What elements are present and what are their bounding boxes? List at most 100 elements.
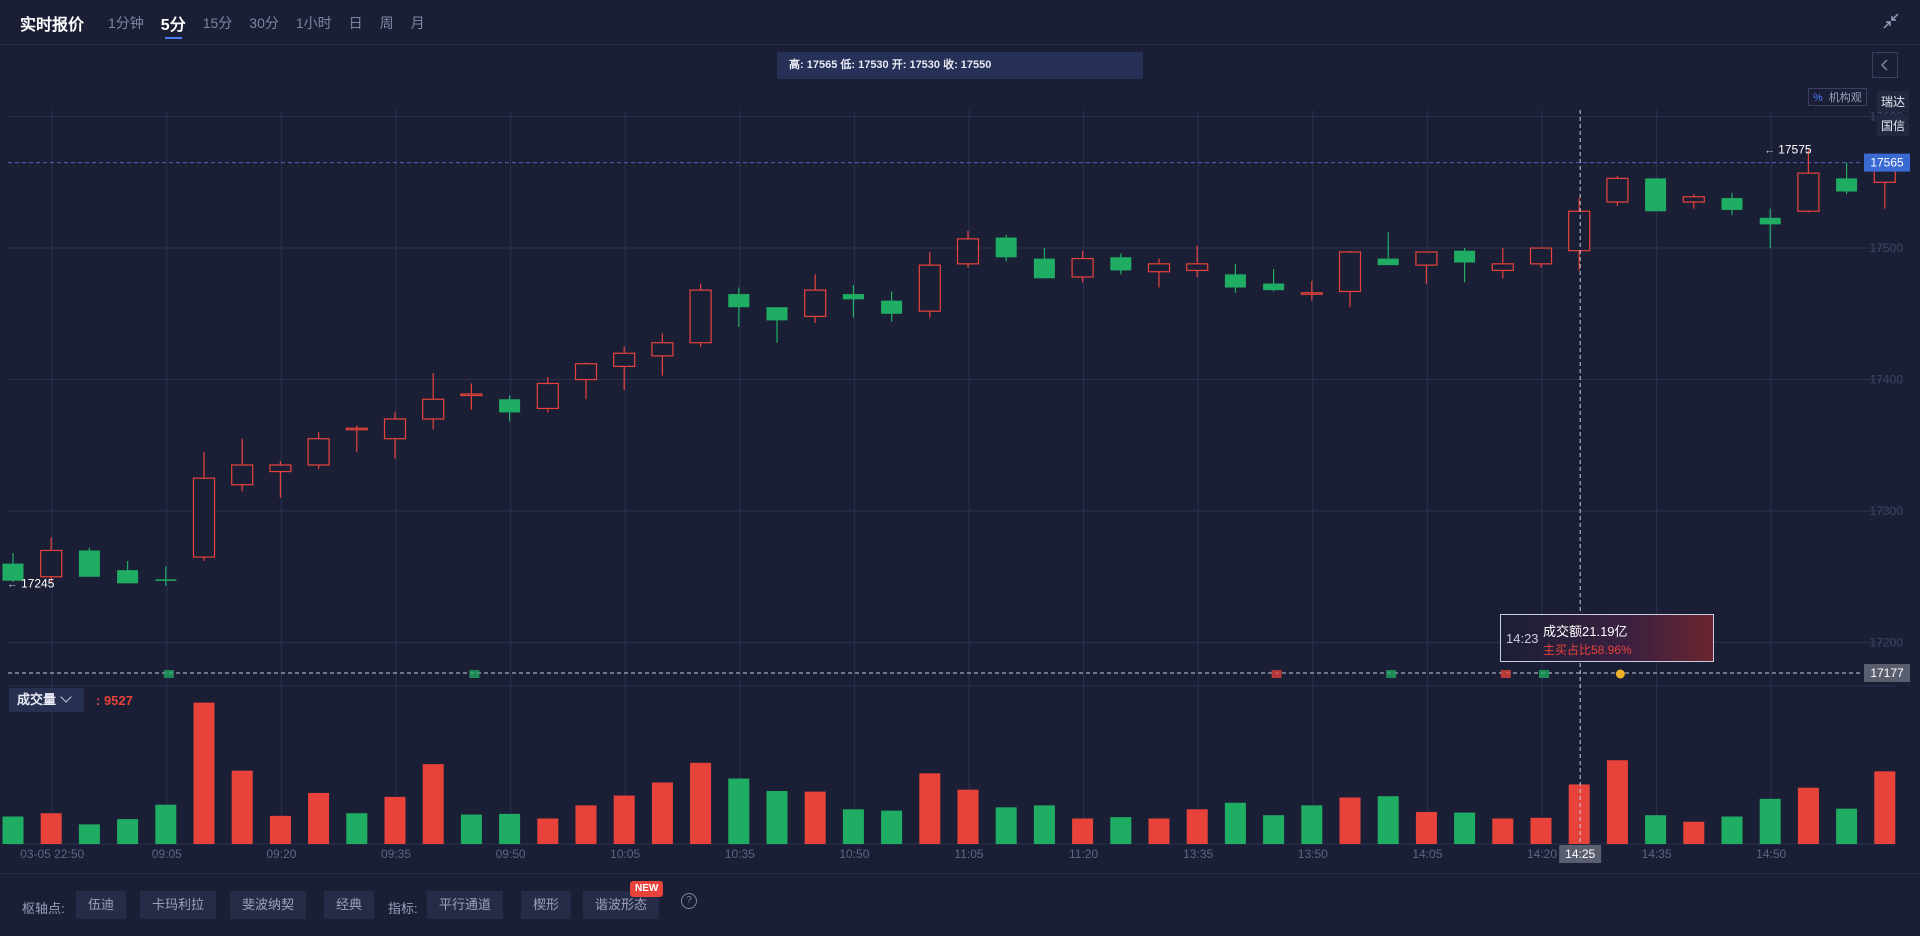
volume-bar[interactable]: [346, 813, 368, 844]
candle-body[interactable]: [1491, 263, 1514, 272]
candle-body[interactable]: [2, 563, 24, 581]
candle-body[interactable]: [842, 294, 864, 300]
volume-bar[interactable]: [1836, 808, 1858, 844]
candle-body[interactable]: [728, 294, 750, 308]
candle-body[interactable]: [1224, 274, 1246, 288]
volume-bar[interactable]: [1568, 784, 1590, 844]
harmonic-pattern-button[interactable]: 谐波形态: [583, 891, 660, 919]
volume-bar[interactable]: [537, 818, 559, 844]
candle-body[interactable]: [1377, 258, 1399, 266]
wedge-button[interactable]: 楔形: [521, 891, 572, 919]
candle-body[interactable]: [1454, 250, 1476, 263]
candle-body[interactable]: [1338, 251, 1362, 293]
volume-bar[interactable]: [1415, 811, 1437, 844]
candle-body[interactable]: [1797, 172, 1820, 212]
volume-bar[interactable]: [575, 805, 597, 844]
candle-body[interactable]: [1186, 263, 1209, 272]
period-tab-0[interactable]: 1分钟: [108, 15, 144, 31]
candle-body[interactable]: [460, 393, 483, 397]
institution-view-tag[interactable]: % 机构观: [1808, 88, 1867, 106]
candle-body[interactable]: [1682, 196, 1705, 203]
candle-body[interactable]: [422, 398, 445, 420]
volume-bar[interactable]: [1186, 809, 1208, 844]
candle-body[interactable]: [651, 342, 674, 357]
volume-bar[interactable]: [613, 795, 635, 844]
volume-bar[interactable]: [1797, 787, 1819, 844]
candle-body[interactable]: [1721, 198, 1743, 210]
volume-bar[interactable]: [231, 770, 253, 844]
candle-body[interactable]: [78, 550, 100, 577]
volume-bar[interactable]: [422, 764, 444, 844]
period-tab-2[interactable]: 15分: [202, 15, 233, 31]
parallel-channel-button[interactable]: 平行通道: [427, 891, 504, 919]
candle-body[interactable]: [881, 300, 903, 314]
volume-bar[interactable]: [995, 807, 1017, 844]
candle-body[interactable]: [536, 382, 559, 410]
pivot-classic-button[interactable]: 经典: [324, 891, 375, 919]
candle-body[interactable]: [1147, 263, 1171, 273]
candle-body[interactable]: [804, 289, 827, 318]
institution-name-1[interactable]: 瑞达: [1877, 91, 1910, 112]
volume-bar[interactable]: [2, 816, 24, 844]
period-tab-7[interactable]: 月: [410, 15, 425, 31]
candle-body[interactable]: [1300, 292, 1323, 295]
period-tab-3[interactable]: 30分: [249, 15, 279, 31]
shrink-icon[interactable]: [1882, 12, 1900, 30]
candle-body[interactable]: [1759, 217, 1781, 225]
volume-bar[interactable]: [1148, 818, 1170, 844]
period-tab-6[interactable]: 周: [379, 15, 394, 31]
candle-body[interactable]: [1415, 251, 1438, 266]
period-tab-5[interactable]: 日: [348, 15, 363, 31]
signal-marker[interactable]: [1615, 669, 1625, 679]
candle-body[interactable]: [345, 427, 368, 431]
volume-bar[interactable]: [1874, 771, 1896, 844]
volume-bar[interactable]: [1263, 815, 1285, 844]
help-icon[interactable]: ?: [681, 893, 697, 909]
signal-marker[interactable]: [163, 670, 174, 678]
candle-body[interactable]: [1263, 283, 1285, 291]
candle-body[interactable]: [1606, 177, 1629, 203]
volume-bar[interactable]: [1224, 802, 1246, 844]
volume-bar[interactable]: [269, 815, 291, 844]
volume-bar[interactable]: [690, 762, 712, 844]
signal-marker[interactable]: [1500, 670, 1511, 678]
candle-body[interactable]: [689, 289, 712, 344]
volume-bar[interactable]: [1110, 817, 1132, 844]
signal-marker[interactable]: [1271, 670, 1282, 678]
candle-body[interactable]: [117, 570, 139, 584]
volume-bar[interactable]: [957, 789, 979, 844]
candle-body[interactable]: [1110, 257, 1132, 271]
candle-body[interactable]: [192, 477, 216, 558]
candle-body[interactable]: [956, 238, 980, 265]
volume-bar[interactable]: [117, 819, 139, 844]
volume-bar[interactable]: [804, 791, 826, 844]
candle-body[interactable]: [574, 363, 598, 381]
candle-body[interactable]: [269, 464, 292, 473]
candle-body[interactable]: [1529, 247, 1553, 265]
volume-bar[interactable]: [919, 773, 941, 844]
pivot-camarilla-button[interactable]: 卡玛利拉: [140, 891, 217, 919]
volume-bar[interactable]: [193, 702, 215, 844]
candle-body[interactable]: [155, 579, 177, 581]
candle-body[interactable]: [1568, 210, 1591, 252]
volume-bar[interactable]: [1683, 821, 1705, 844]
candle-body[interactable]: [995, 237, 1017, 258]
candle-body[interactable]: [383, 418, 407, 440]
signal-marker[interactable]: [1386, 670, 1397, 678]
candle-body[interactable]: [613, 352, 636, 367]
volume-bar[interactable]: [1072, 818, 1094, 844]
volume-bar[interactable]: [728, 778, 750, 844]
candle-body[interactable]: [307, 438, 330, 466]
volume-bar[interactable]: [881, 810, 903, 844]
volume-bar[interactable]: [1454, 812, 1476, 844]
volume-bar[interactable]: [499, 813, 521, 844]
volume-bar[interactable]: [155, 804, 177, 844]
volume-bar[interactable]: [1301, 805, 1323, 844]
signal-marker[interactable]: [1539, 670, 1549, 678]
volume-indicator-dropdown[interactable]: 成交量: [9, 688, 84, 712]
candle-body[interactable]: [231, 464, 254, 486]
candle-body[interactable]: [1645, 178, 1667, 212]
volume-bar[interactable]: [1645, 815, 1667, 844]
volume-bar[interactable]: [1759, 798, 1781, 844]
volume-bar[interactable]: [78, 824, 100, 844]
